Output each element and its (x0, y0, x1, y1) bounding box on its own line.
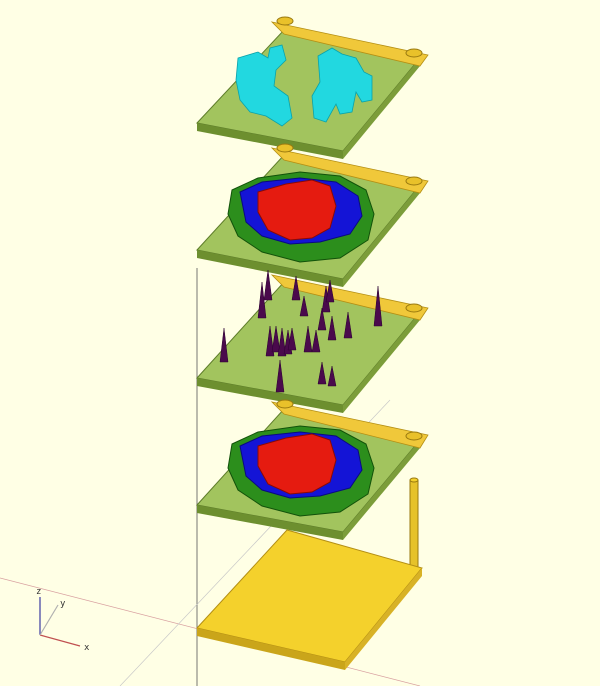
spike (265, 325, 275, 357)
spike (275, 359, 285, 393)
mount-hole-1a (276, 16, 294, 26)
spike (327, 365, 337, 387)
spike (219, 327, 229, 363)
spike (277, 327, 287, 357)
spike (317, 307, 327, 331)
mount-hole-1b (405, 48, 423, 58)
spike-group (219, 269, 383, 393)
layer-2-heightmap (196, 143, 429, 287)
header-strip-1 (270, 21, 429, 67)
header-strip-4 (270, 401, 429, 449)
spike (299, 295, 309, 317)
header-strip-2 (270, 147, 429, 194)
board-1-side (197, 123, 343, 159)
axis-label-y: y (60, 599, 66, 609)
spike (263, 269, 273, 301)
spike (317, 361, 327, 385)
spike (271, 325, 281, 353)
layer-3-spikes (196, 269, 429, 413)
spike (373, 285, 383, 327)
spike (287, 327, 297, 351)
axis-label-x: x (84, 643, 90, 653)
base-plate-side (197, 628, 345, 670)
layer-1-cyan-map (196, 16, 429, 159)
layer-4-heightmap (196, 399, 429, 540)
cyan-blocks (235, 44, 373, 127)
red-core-2 (257, 179, 337, 241)
spike (291, 275, 301, 301)
axis-label-z: z (36, 587, 41, 597)
spike (303, 325, 313, 353)
axis-gizmo: z y x (36, 587, 90, 653)
spike (325, 279, 335, 303)
pillar (409, 479, 419, 573)
header-strip-3 (270, 274, 429, 321)
spike (343, 311, 353, 339)
red-core-4 (257, 433, 337, 495)
spike (311, 329, 321, 353)
board-1-side-r (343, 58, 420, 159)
spike (327, 315, 337, 341)
base-plate (196, 477, 423, 670)
